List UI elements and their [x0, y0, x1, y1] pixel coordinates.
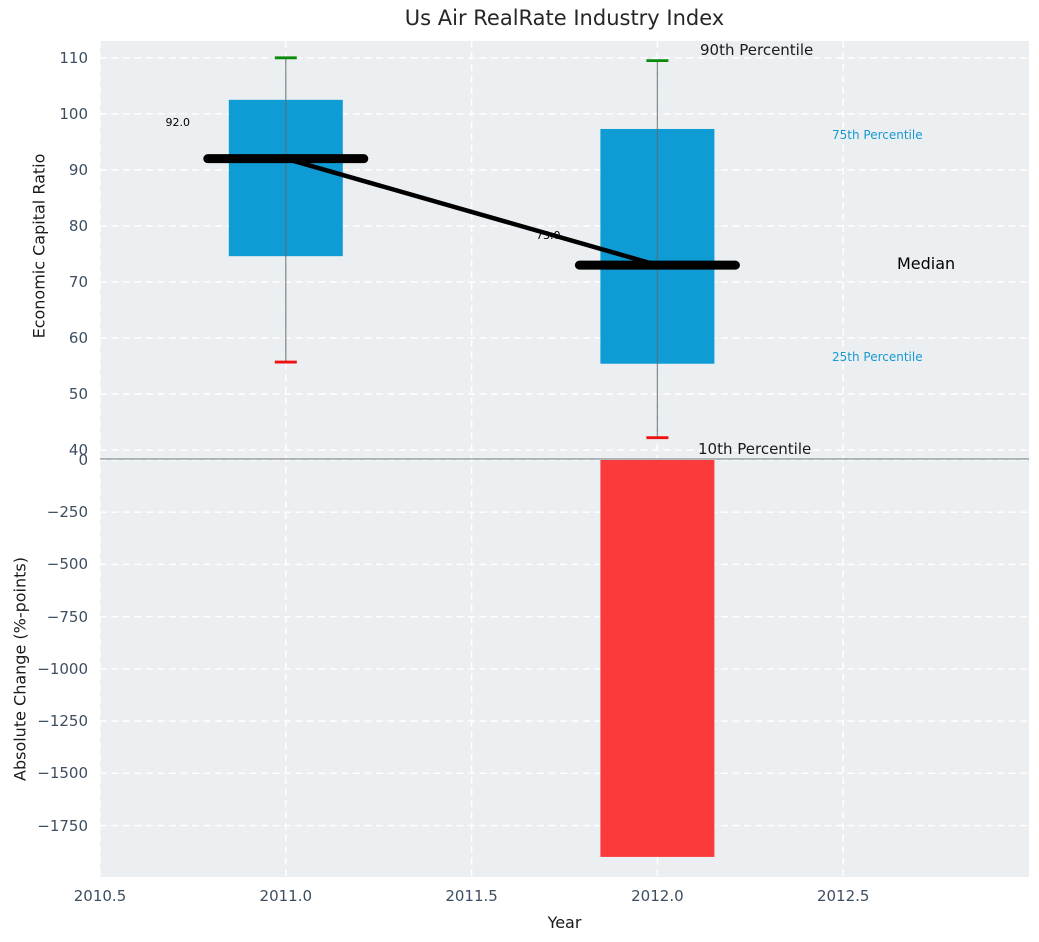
- y-tick-label-top: 110: [59, 48, 88, 67]
- annotation-10th-percentile: 10th Percentile: [698, 440, 812, 458]
- y-tick-label-bottom: −500: [46, 555, 88, 574]
- annotation-25th-percentile: 25th Percentile: [832, 350, 923, 364]
- annotation-90th-percentile: 90th Percentile: [700, 41, 814, 59]
- y-tick-label-top: 50: [68, 385, 88, 403]
- y-tick-label-bottom: −250: [46, 503, 88, 522]
- x-tick-label: 2012.0: [631, 887, 684, 905]
- y-tick-label-top: 90: [68, 160, 88, 179]
- y-tick-label-bottom: −1000: [37, 659, 88, 678]
- y-tick-label-bottom: −1500: [37, 764, 88, 783]
- y-tick-label-top: 80: [68, 216, 88, 235]
- x-tick-label: 2010.5: [73, 887, 127, 905]
- y-tick-label-bottom: −1250: [37, 712, 88, 731]
- median-value-label-2011: 92.0: [165, 116, 191, 129]
- x-axis-label: Year: [547, 913, 582, 932]
- x-tick-label: 2011.0: [259, 887, 313, 905]
- y-tick-label-bottom: −1750: [37, 816, 88, 835]
- annotation-75th-percentile: 75th Percentile: [832, 128, 923, 142]
- chart-title: Us Air RealRate Industry Index: [404, 6, 725, 30]
- plot-background: [100, 41, 1029, 877]
- y-tick-label-bottom: −750: [46, 607, 88, 626]
- x-tick-label: 2012.5: [816, 887, 870, 905]
- annotation-median: Median: [897, 254, 956, 273]
- y-tick-label-top: 100: [59, 104, 88, 123]
- y-tick-label-top: 70: [68, 272, 88, 291]
- x-tick-label: 2011.5: [445, 887, 498, 905]
- y-tick-label-bottom: 0: [78, 451, 88, 469]
- y-tick-label-top: 60: [68, 328, 88, 347]
- y-tick-label-top: 40: [68, 441, 88, 460]
- y-axis-label-top: Economic Capital Ratio: [29, 153, 49, 339]
- median-value-label-2012: 73.0: [536, 229, 561, 242]
